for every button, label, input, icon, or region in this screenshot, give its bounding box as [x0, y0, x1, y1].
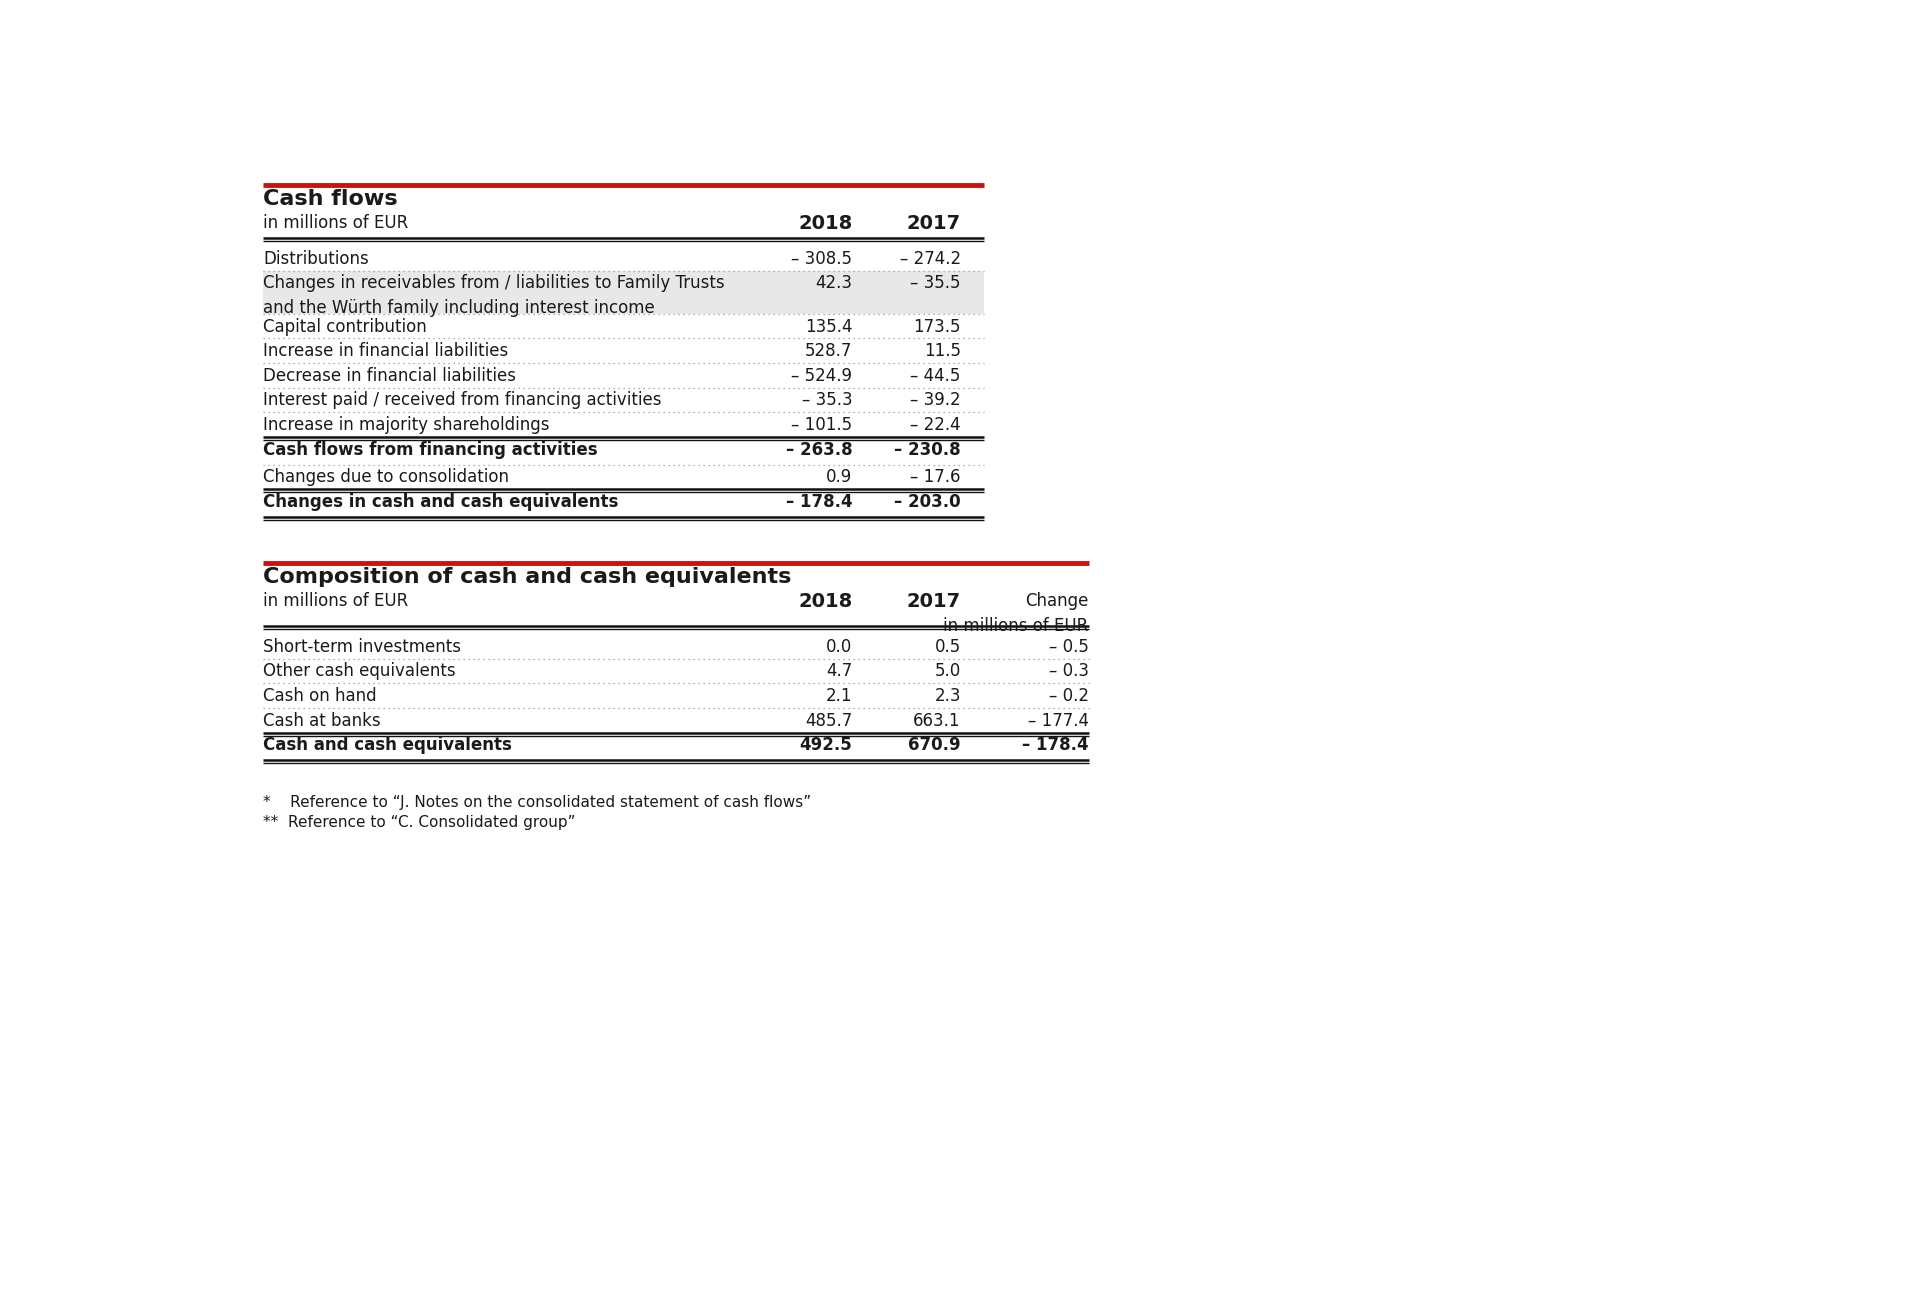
Text: Cash flows: Cash flows	[263, 189, 397, 209]
Text: 2.3: 2.3	[935, 688, 960, 705]
Text: Cash on hand: Cash on hand	[263, 688, 376, 705]
Text: – 263.8: – 263.8	[785, 441, 852, 459]
Text: – 230.8: – 230.8	[895, 441, 960, 459]
Bar	[263, 270, 983, 313]
Text: Interest paid / received from financing activities: Interest paid / received from financing …	[263, 392, 662, 410]
Text: Other cash equivalents: Other cash equivalents	[263, 663, 455, 680]
Text: Increase in majority shareholdings: Increase in majority shareholdings	[263, 416, 549, 435]
Text: 4.7: 4.7	[826, 663, 852, 680]
Text: 2018: 2018	[799, 214, 852, 232]
Text: – 203.0: – 203.0	[895, 493, 960, 512]
Text: – 0.3: – 0.3	[1048, 663, 1089, 680]
Text: 135.4: 135.4	[804, 317, 852, 335]
Text: – 39.2: – 39.2	[910, 392, 960, 410]
Text: – 44.5: – 44.5	[910, 367, 960, 385]
Text: – 35.5: – 35.5	[910, 274, 960, 292]
Text: in millions of EUR: in millions of EUR	[263, 591, 409, 609]
Text: Cash and cash equivalents: Cash and cash equivalents	[263, 736, 513, 754]
Text: 670.9: 670.9	[908, 736, 960, 754]
Text: 2017: 2017	[906, 591, 960, 611]
Text: 528.7: 528.7	[804, 342, 852, 360]
Text: – 178.4: – 178.4	[1021, 736, 1089, 754]
Text: in millions of EUR: in millions of EUR	[263, 214, 409, 231]
Text: *    Reference to “J. Notes on the consolidated statement of cash flows”: * Reference to “J. Notes on the consolid…	[263, 795, 812, 810]
Text: Decrease in financial liabilities: Decrease in financial liabilities	[263, 367, 516, 385]
Text: Change
in millions of EUR: Change in millions of EUR	[943, 591, 1089, 634]
Text: 0.9: 0.9	[826, 468, 852, 487]
Text: 42.3: 42.3	[816, 274, 852, 292]
Text: Cash at banks: Cash at banks	[263, 711, 380, 729]
Text: Cash flows from financing activities: Cash flows from financing activities	[263, 441, 597, 459]
Text: 173.5: 173.5	[914, 317, 960, 335]
Text: – 178.4: – 178.4	[785, 493, 852, 512]
Text: Capital contribution: Capital contribution	[263, 317, 426, 335]
Text: – 524.9: – 524.9	[791, 367, 852, 385]
Text: – 0.2: – 0.2	[1048, 688, 1089, 705]
Text: – 35.3: – 35.3	[803, 392, 852, 410]
Text: – 177.4: – 177.4	[1027, 711, 1089, 729]
Text: 0.0: 0.0	[826, 638, 852, 656]
Text: Increase in financial liabilities: Increase in financial liabilities	[263, 342, 509, 360]
Text: Changes in cash and cash equivalents: Changes in cash and cash equivalents	[263, 493, 618, 512]
Text: 2018: 2018	[799, 591, 852, 611]
Text: – 22.4: – 22.4	[910, 416, 960, 435]
Text: 5.0: 5.0	[935, 663, 960, 680]
Text: 2017: 2017	[906, 214, 960, 232]
Text: Changes due to consolidation: Changes due to consolidation	[263, 468, 509, 487]
Text: Composition of cash and cash equivalents: Composition of cash and cash equivalents	[263, 566, 791, 587]
Text: 11.5: 11.5	[924, 342, 960, 360]
Text: 485.7: 485.7	[804, 711, 852, 729]
Text: 0.5: 0.5	[935, 638, 960, 656]
Text: – 308.5: – 308.5	[791, 249, 852, 268]
Text: Distributions: Distributions	[263, 249, 369, 268]
Text: Short-term investments: Short-term investments	[263, 638, 461, 656]
Text: 663.1: 663.1	[914, 711, 960, 729]
Text: Changes in receivables from / liabilities to Family Trusts
and the Würth family : Changes in receivables from / liabilitie…	[263, 274, 726, 317]
Text: – 274.2: – 274.2	[900, 249, 960, 268]
Text: 2.1: 2.1	[826, 688, 852, 705]
Text: – 17.6: – 17.6	[910, 468, 960, 487]
Text: 492.5: 492.5	[799, 736, 852, 754]
Text: **  Reference to “C. Consolidated group”: ** Reference to “C. Consolidated group”	[263, 814, 576, 830]
Text: – 101.5: – 101.5	[791, 416, 852, 435]
Text: – 0.5: – 0.5	[1048, 638, 1089, 656]
